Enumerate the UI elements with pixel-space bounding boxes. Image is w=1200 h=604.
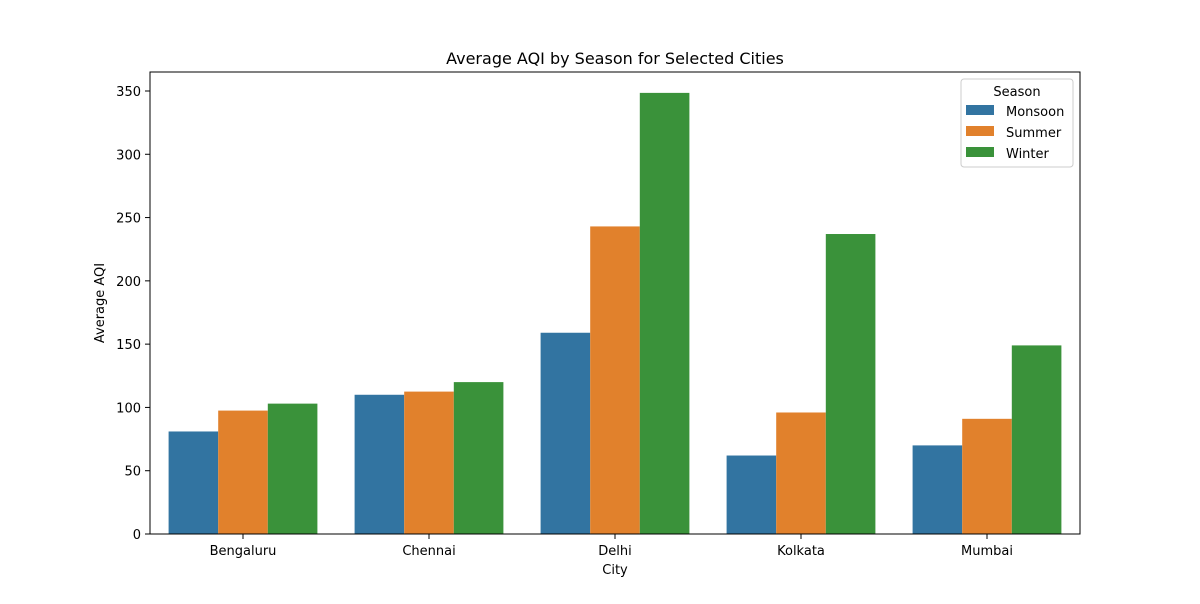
y-tick-label: 150 <box>116 338 141 353</box>
bar-chennai-summer <box>404 391 454 534</box>
bar-bengaluru-monsoon <box>168 431 219 534</box>
y-tick-label: 250 <box>116 212 141 227</box>
bar-mumbai-monsoon <box>912 445 963 534</box>
y-axis-label: Average AQI <box>93 263 108 343</box>
bar-mumbai-winter <box>1011 345 1062 534</box>
bar-mumbai-summer <box>962 418 1012 534</box>
x-axis-label: City <box>602 563 628 578</box>
y-tick-label: 0 <box>133 528 141 543</box>
y-tick-label: 200 <box>116 275 141 290</box>
chart-title: Average AQI by Season for Selected Citie… <box>446 49 784 68</box>
plot-frame <box>149 71 1081 535</box>
y-tick-label: 300 <box>116 148 141 163</box>
legend-label-summer: Summer <box>1006 126 1062 141</box>
bars-group <box>168 92 1062 535</box>
x-tick-label-delhi: Delhi <box>598 544 631 559</box>
x-tick-label-mumbai: Mumbai <box>961 544 1013 559</box>
legend: Season Monsoon Summer Winter <box>960 78 1074 168</box>
bar-delhi-summer <box>590 226 640 534</box>
bar-chennai-monsoon <box>354 394 405 534</box>
legend-entries: Monsoon Summer Winter <box>966 105 1064 162</box>
bar-delhi-monsoon <box>540 332 591 534</box>
y-tick-label: 350 <box>116 85 141 100</box>
bar-bengaluru-summer <box>218 410 268 534</box>
x-tick-label-bengaluru: Bengaluru <box>210 544 277 559</box>
bar-kolkata-summer <box>776 412 826 534</box>
y-tick-label: 100 <box>116 401 141 416</box>
bar-bengaluru-winter <box>267 403 318 534</box>
legend-box <box>960 78 1074 168</box>
y-axis-ticks: 0 50 100 150 200 250 300 350 <box>116 85 150 543</box>
x-tick-label-chennai: Chennai <box>402 544 455 559</box>
legend-swatch-monsoon <box>966 105 994 115</box>
legend-label-winter: Winter <box>1006 147 1050 162</box>
bar-chennai-winter <box>453 382 504 534</box>
legend-swatch-summer <box>966 126 994 136</box>
bar-delhi-winter <box>639 92 690 534</box>
bar-kolkata-winter <box>825 234 876 535</box>
legend-title: Season <box>993 85 1040 100</box>
legend-swatch-winter <box>966 147 994 157</box>
y-tick-label: 50 <box>124 465 141 480</box>
x-tick-label-kolkata: Kolkata <box>777 544 825 559</box>
legend-label-monsoon: Monsoon <box>1006 105 1064 120</box>
x-axis-ticks: Bengaluru Chennai Delhi Kolkata Mumbai <box>210 534 1013 559</box>
bar-kolkata-monsoon <box>726 455 777 534</box>
